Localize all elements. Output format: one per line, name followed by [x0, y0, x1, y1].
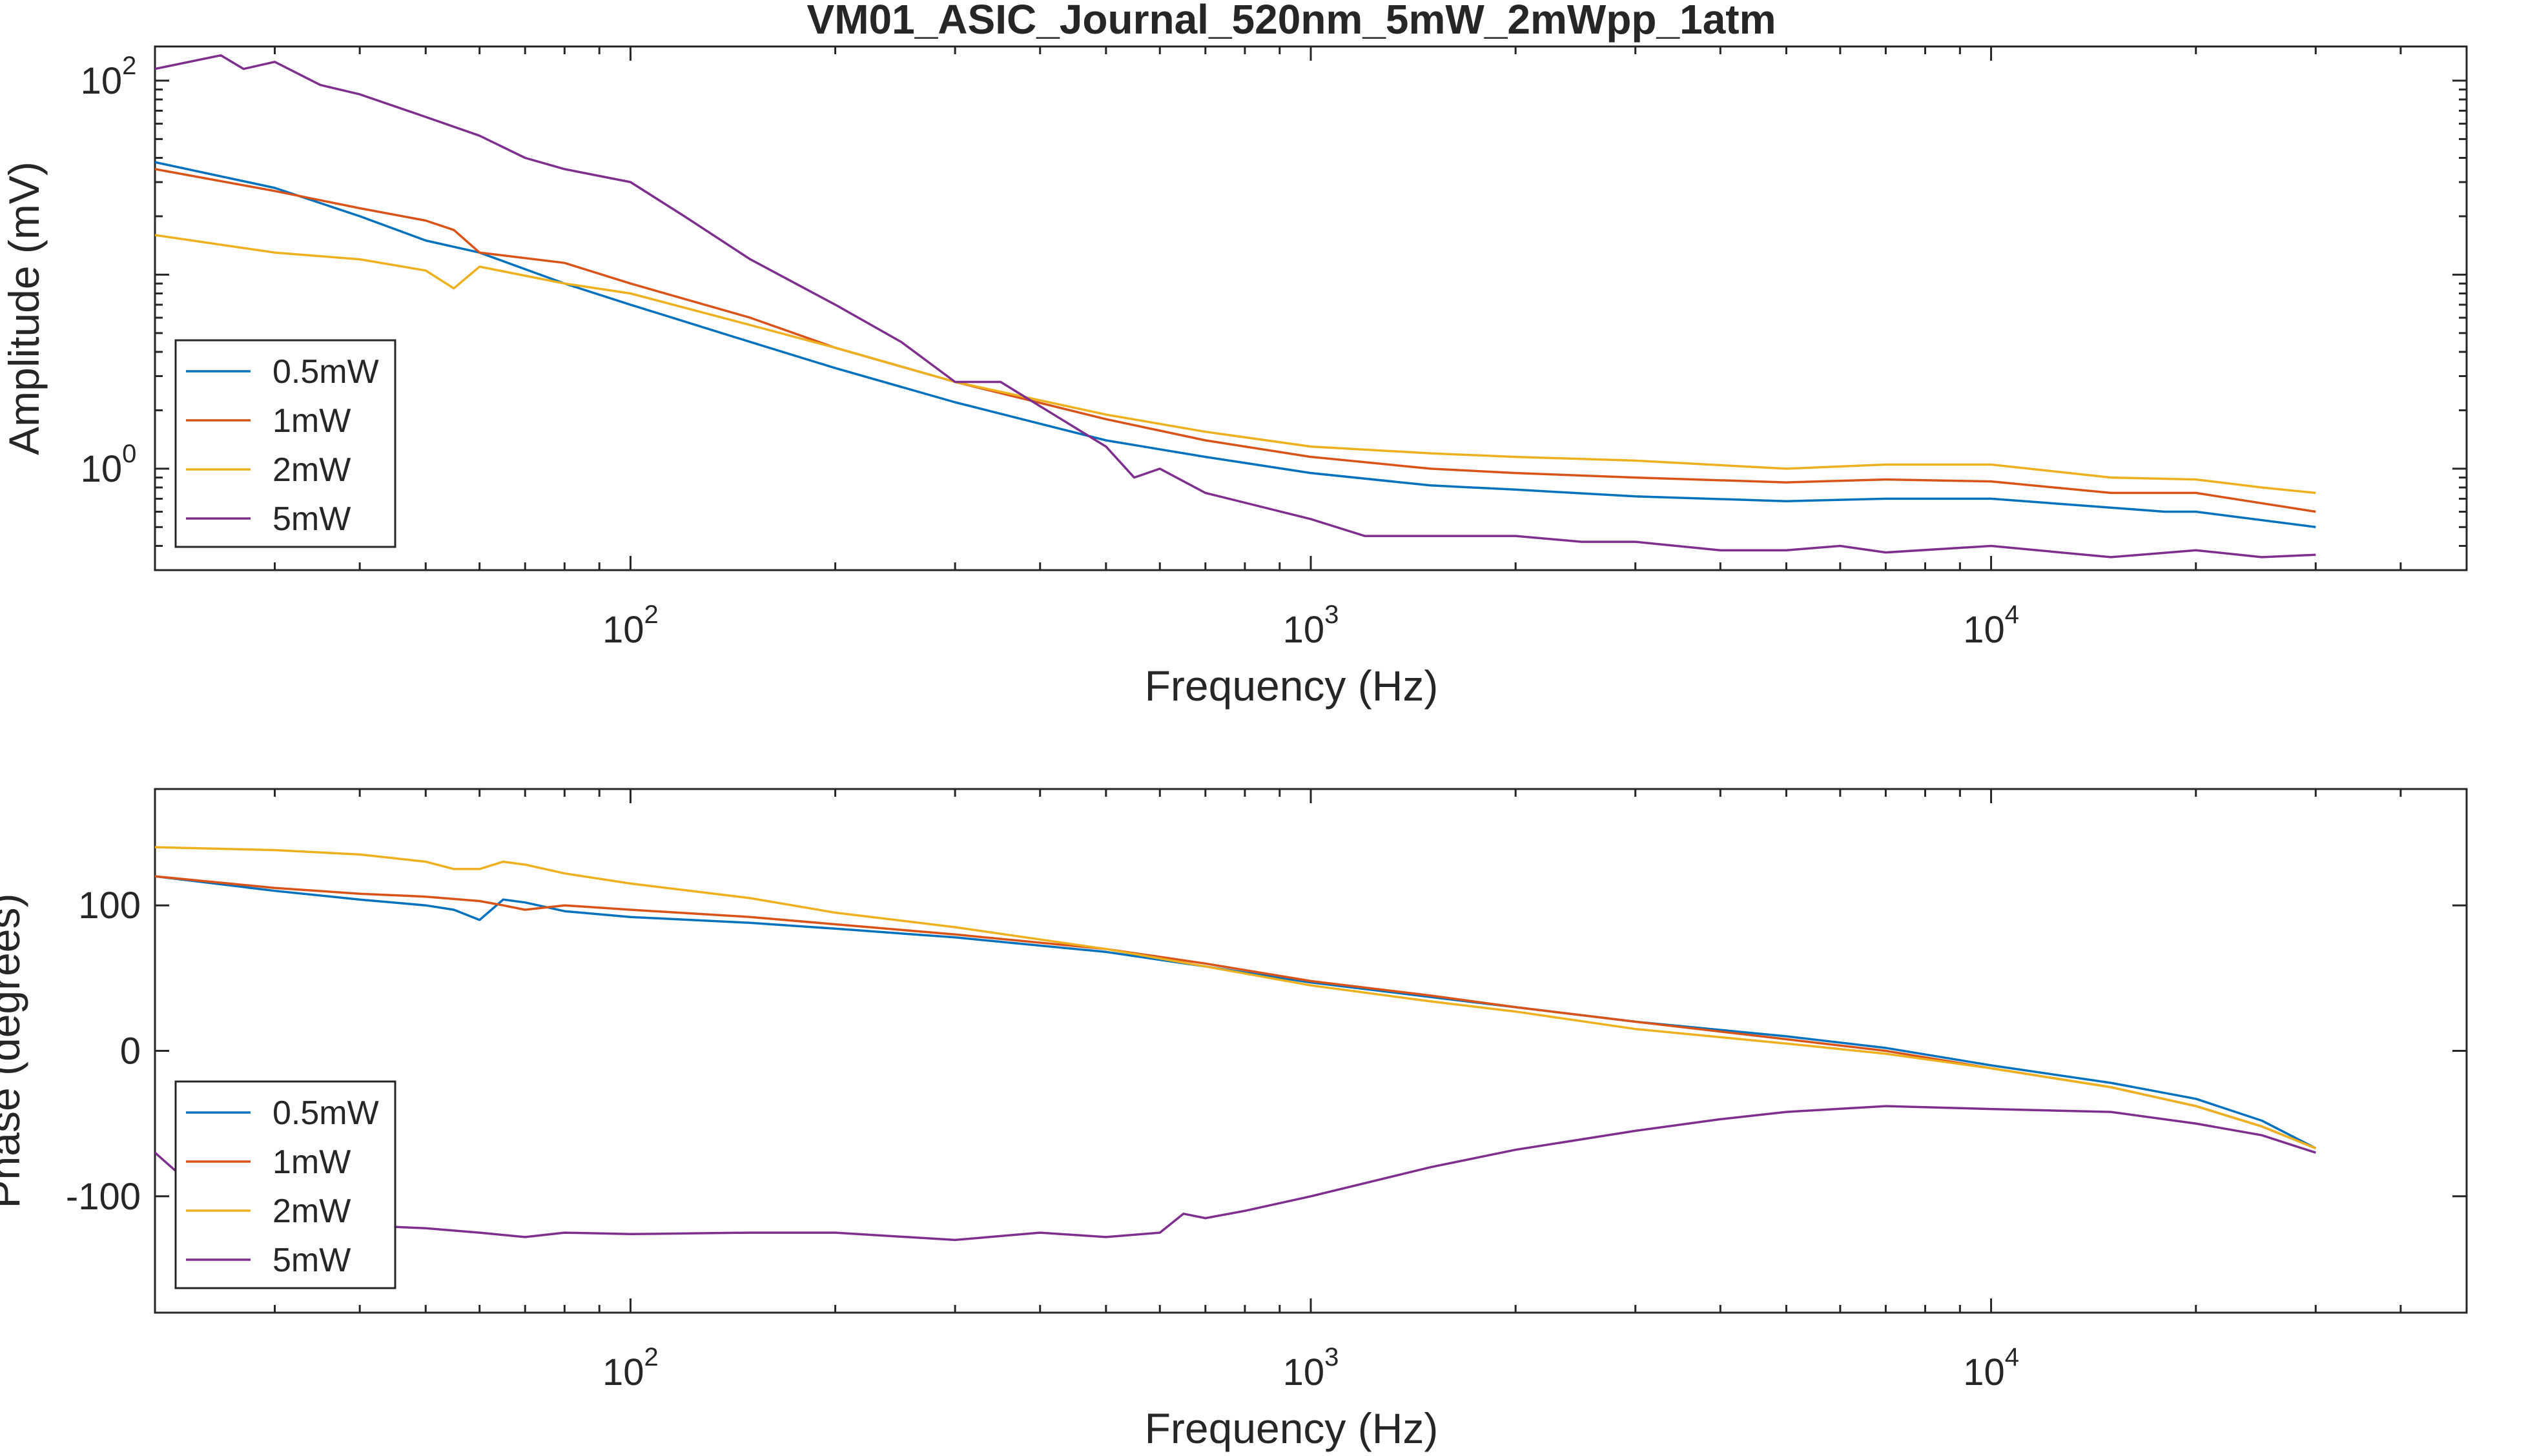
amplitude-y-axis-label: Amplitude (mV) [0, 161, 48, 455]
phase-x-axis-label: Frequency (Hz) [1145, 1404, 1439, 1452]
chart-title: VM01_ASIC_Journal_520nm_5mW_2mWpp_1atm [807, 0, 1776, 43]
legend-label: 1mW [272, 1143, 351, 1181]
phase-axes-box [154, 788, 2468, 1314]
y-tick-label: 0 [120, 1030, 141, 1072]
x-tick-label: 104 [1963, 1343, 2019, 1393]
amplitude-legend: 0.5mW 1mW 2mW 5mW [174, 339, 396, 548]
x-tick-label: 103 [1283, 1343, 1339, 1393]
y-tick-label: 100 [78, 885, 141, 927]
legend-label: 2mW [272, 451, 351, 489]
phase-y-axis-label: Phase (degrees) [0, 894, 28, 1209]
y-tick-label: 102 [81, 52, 137, 102]
legend-label: 5mW [272, 500, 351, 538]
legend-label: 1mW [272, 402, 351, 440]
legend-box [174, 339, 396, 548]
phase-legend: 0.5mW 1mW 2mW 5mW [174, 1080, 396, 1289]
x-tick-label: 104 [1963, 600, 2019, 651]
series-line-1mw [155, 168, 2316, 513]
y-tick-label: -100 [66, 1176, 141, 1218]
series-line-2mw [155, 846, 2316, 1150]
legend-label: 0.5mW [272, 353, 379, 391]
x-tick-label: 102 [602, 600, 659, 651]
legend-box [174, 1080, 396, 1289]
legend-label: 2mW [272, 1193, 351, 1230]
legend-label: 0.5mW [272, 1094, 379, 1132]
amplitude-x-axis-label: Frequency (Hz) [1145, 662, 1439, 710]
amplitude-axes-box [154, 45, 2468, 571]
phase-panel: 102 103 104 100 0 -100 Frequency (Hz) Phase (de… [0, 788, 2468, 1452]
series-line-5mw [155, 54, 2316, 559]
series-line-0-5mw [155, 161, 2316, 529]
amplitude-panel: 102 103 104 100 102 Frequency (Hz) Amplitude (… [0, 45, 2468, 710]
x-tick-label: 102 [602, 1343, 659, 1393]
series-line-0-5mw [155, 875, 2317, 1149]
series-line-5mw [155, 1105, 2316, 1242]
x-tick-label: 103 [1283, 600, 1339, 651]
series-line-2mw [155, 234, 2316, 495]
legend-label: 5mW [272, 1242, 351, 1279]
y-tick-label: 100 [81, 440, 137, 490]
